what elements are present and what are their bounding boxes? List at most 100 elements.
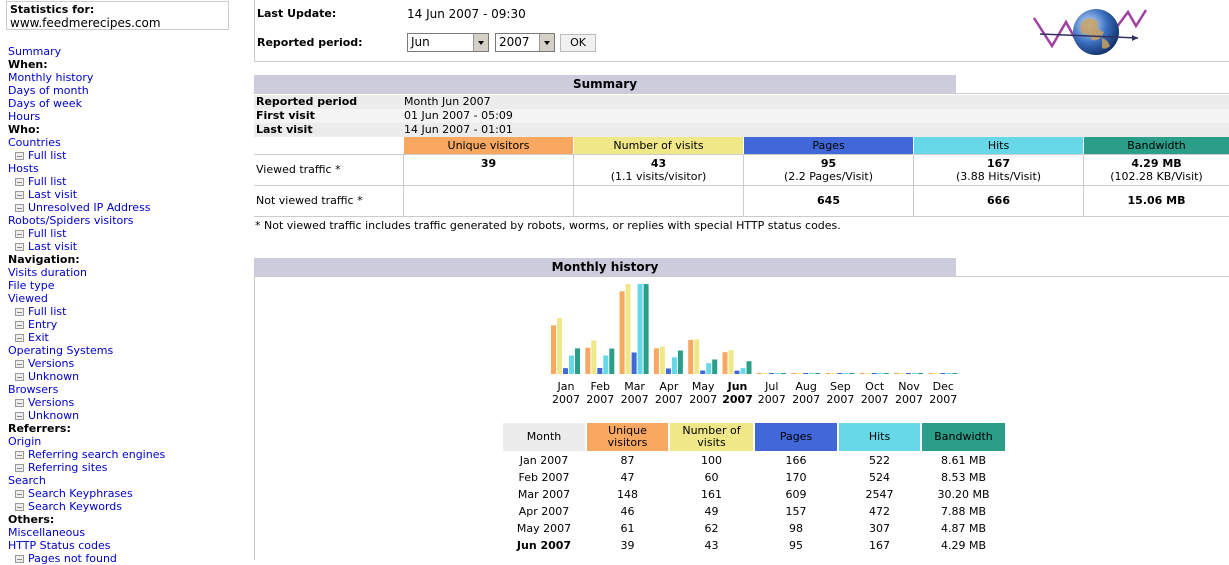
year-select[interactable]: 2007	[495, 33, 555, 52]
chevron-down-icon[interactable]	[473, 34, 488, 51]
sidebar-item-link[interactable]: Referring sites	[28, 461, 108, 474]
sidebar-item-link[interactable]: Operating Systems	[8, 344, 114, 357]
sidebar-item-search[interactable]: Search	[8, 474, 165, 487]
sidebar-item-countries[interactable]: Countries	[8, 136, 165, 149]
sidebar-item-link[interactable]: Monthly history	[8, 71, 94, 84]
sidebar-item-link[interactable]: Countries	[8, 136, 61, 149]
col-unique-visitors: Unique visitors	[404, 137, 573, 154]
chart-bar-jun-3	[734, 370, 740, 374]
sidebar-item-last-visit[interactable]: Last visit	[8, 240, 165, 253]
sidebar-item-link[interactable]: Miscellaneous	[8, 526, 86, 539]
sidebar-item-link[interactable]: Pages not found	[28, 552, 117, 565]
month-select[interactable]: Jun	[407, 33, 489, 52]
sidebar-item-entry[interactable]: Entry	[8, 318, 165, 331]
sidebar-item-link[interactable]: Days of month	[8, 84, 89, 97]
viewed-visits: 43	[650, 157, 667, 170]
chevron-down-icon[interactable]	[539, 34, 554, 51]
sidebar-item-link[interactable]: Search	[8, 474, 46, 487]
sidebar-item-link[interactable]: Robots/Spiders visitors	[8, 214, 134, 227]
ok-button[interactable]: OK	[560, 34, 596, 52]
sidebar-item-full-list[interactable]: Full list	[8, 149, 165, 162]
sidebar-item-miscellaneous[interactable]: Miscellaneous	[8, 526, 165, 539]
sidebar-item-link[interactable]: Referring search engines	[28, 448, 166, 461]
last-update-value: 14 Jun 2007 - 09:30	[407, 7, 526, 21]
sidebar-item-monthly-history[interactable]: Monthly history	[8, 71, 165, 84]
sidebar-item-link[interactable]: Full list	[28, 227, 67, 240]
divider	[573, 154, 574, 216]
sidebar-item-robots-spiders-visitors[interactable]: Robots/Spiders visitors	[8, 214, 165, 227]
table-row-cell-unique: 148	[617, 488, 638, 501]
reported-period-value: Month Jun 2007	[404, 95, 491, 108]
divider	[403, 154, 404, 216]
sidebar-item-link[interactable]: Full list	[28, 305, 67, 318]
sidebar-item-summary[interactable]: Summary	[8, 45, 165, 58]
sidebar-item-link[interactable]: Browsers	[8, 383, 59, 396]
sidebar-item-link[interactable]: Viewed	[8, 292, 48, 305]
table-row-cell-pages: 157	[785, 505, 807, 518]
sidebar-item-unknown[interactable]: Unknown	[8, 370, 165, 383]
sidebar-item-pages-not-found[interactable]: Pages not found	[8, 552, 165, 565]
chart-bar-jan-2	[557, 318, 562, 374]
sidebar-item-link[interactable]: Last visit	[28, 240, 78, 253]
sidebar-item-link[interactable]: Search Keyphrases	[28, 487, 133, 500]
sidebar-item-versions[interactable]: Versions	[8, 357, 165, 370]
sidebar-item-link[interactable]: HTTP Status codes	[8, 539, 111, 552]
table-row-cell-visits: 100	[701, 454, 722, 467]
sidebar-item-link[interactable]: Full list	[28, 175, 67, 188]
table-row-cell-hits: 307	[869, 522, 890, 535]
sidebar-item-link[interactable]: Unknown	[28, 370, 80, 383]
table-row-cell-hits: 524	[869, 471, 890, 484]
viewed-pages: 95	[820, 157, 837, 170]
sidebar-item-unresolved-ip-address[interactable]: Unresolved IP Address	[8, 201, 165, 214]
sidebar-item-full-list[interactable]: Full list	[8, 227, 165, 240]
sidebar-item-versions[interactable]: Versions	[8, 396, 165, 409]
chart-month-year: 2007	[620, 393, 649, 406]
chart-bar-feb-5	[609, 348, 615, 374]
sidebar-item-operating-systems[interactable]: Operating Systems	[8, 344, 165, 357]
sidebar-item-visits-duration[interactable]: Visits duration	[8, 266, 165, 279]
sidebar-item-referring-search-engines[interactable]: Referring search engines	[8, 448, 165, 461]
viewed-pages-sub: (2.2 Pages/Visit)	[783, 170, 874, 183]
sidebar-item-hosts[interactable]: Hosts	[8, 162, 165, 175]
sidebar-item-days-of-month[interactable]: Days of month	[8, 84, 165, 97]
sidebar-item-search-keyphrases[interactable]: Search Keyphrases	[8, 487, 165, 500]
sidebar-item-browsers[interactable]: Browsers	[8, 383, 165, 396]
sidebar-item-link[interactable]: Last visit	[28, 188, 78, 201]
sidebar-item-link[interactable]: Exit	[28, 331, 49, 344]
sidebar-item-link[interactable]: Entry	[28, 318, 58, 331]
first-visit-key: First visit	[256, 109, 315, 122]
sidebar-item-link[interactable]: Unresolved IP Address	[28, 201, 151, 214]
sidebar-item-unknown[interactable]: Unknown	[8, 409, 165, 422]
sidebar-item-link[interactable]: Hours	[8, 110, 41, 123]
sidebar-item-link[interactable]: Versions	[28, 396, 75, 409]
sidebar-item-link[interactable]: Hosts	[8, 162, 39, 175]
sidebar-item-hours[interactable]: Hours	[8, 110, 165, 123]
sidebar-item-referring-sites[interactable]: Referring sites	[8, 461, 165, 474]
viewed-unique: 39	[480, 157, 497, 170]
sidebar-item-link[interactable]: Visits duration	[8, 266, 87, 279]
chart-bar-may-1	[688, 339, 694, 374]
sidebar-item-link[interactable]: Days of week	[8, 97, 82, 110]
sidebar-item-full-list[interactable]: Full list	[8, 175, 165, 188]
sidebar-item-origin[interactable]: Origin	[8, 435, 165, 448]
sidebar-item-last-visit[interactable]: Last visit	[8, 188, 165, 201]
chart-month-label: Jan 2007	[549, 380, 583, 406]
sidebar-item-link[interactable]: Versions	[28, 357, 75, 370]
sidebar-item-http-status-codes[interactable]: HTTP Status codes	[8, 539, 165, 552]
chart-month-label: Feb 2007	[583, 380, 617, 406]
sidebar-item-link[interactable]: Origin	[8, 435, 42, 448]
sidebar-item-link[interactable]: Full list	[28, 149, 67, 162]
sidebar-item-exit[interactable]: Exit	[8, 331, 165, 344]
sidebar-item-link[interactable]: File type	[8, 279, 55, 292]
sidebar-item-link[interactable]: Summary	[8, 45, 62, 58]
monthly-history-chart	[551, 284, 958, 374]
sidebar-item-full-list[interactable]: Full list	[8, 305, 165, 318]
sidebar-item-viewed[interactable]: Viewed	[8, 292, 165, 305]
chart-month-name: Apr	[659, 380, 679, 393]
chart-bar-feb-1	[585, 347, 591, 374]
sidebar-item-link[interactable]: Unknown	[28, 409, 80, 422]
sidebar-item-link[interactable]: Search Keywords	[28, 500, 122, 513]
sidebar-item-search-keywords[interactable]: Search Keywords	[8, 500, 165, 513]
sidebar-item-days-of-week[interactable]: Days of week	[8, 97, 165, 110]
sidebar-item-file-type[interactable]: File type	[8, 279, 165, 292]
